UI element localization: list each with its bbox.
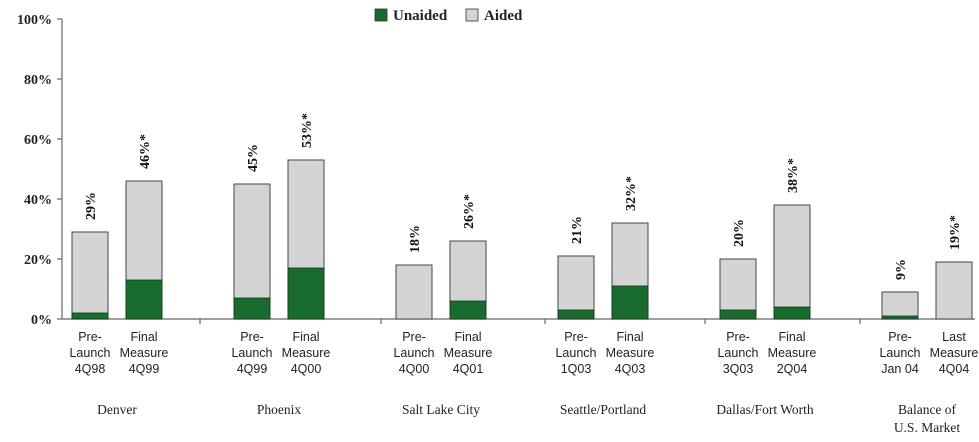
x-tick-label: Last [942,330,966,344]
group-label: Phoenix [257,402,302,417]
bar-total-label: 32%* [624,176,639,211]
bar-unaided [611,285,649,320]
y-tick-label: 40% [24,193,52,208]
group-label: Dallas/Fort Worth [716,402,814,417]
x-tick-label: Measure [768,346,817,360]
bar-aided [881,291,919,320]
x-tick-label: 4Q99 [129,362,160,376]
x-tick-label: Measure [282,346,331,360]
legend-swatch-unaided [374,8,388,22]
group-label: Denver [97,402,137,417]
y-tick-label: 0% [31,313,52,328]
x-tick-label: Launch [879,346,920,360]
x-tick-label: 4Q01 [453,362,484,376]
x-tick-label: Pre- [726,330,750,344]
bar-total-label: 29% [84,192,99,220]
bar-total-label: 46%* [138,134,153,169]
x-tick-label: Pre- [888,330,912,344]
bar-total-label: 20% [732,219,747,247]
bar-total-label: 18% [408,225,423,253]
y-tick-label: 100% [17,13,52,28]
bar-unaided [125,279,163,320]
group-label: U.S. Market [894,420,961,435]
bar-unaided [881,315,919,320]
bar-total-label: 53%* [300,113,315,148]
x-tick-label: 4Q04 [939,362,970,376]
x-tick-label: Measure [444,346,493,360]
x-tick-label: 4Q00 [291,362,322,376]
group-label: Seattle/Portland [560,402,646,417]
bar-aided [71,231,109,320]
y-axis: 0% 20% 40% 60% 80% 100% [17,13,975,328]
y-tick-label: 20% [24,253,52,268]
bar-unaided [287,267,325,320]
legend: Unaided Aided [374,8,523,24]
bar-aided [719,258,757,320]
bar-aided [395,264,433,320]
x-tick-label: 1Q03 [561,362,592,376]
x-tick-label: Final [616,330,643,344]
legend-label-aided: Aided [484,8,523,24]
bar-unaided [773,306,811,320]
bar-aided [557,255,595,320]
x-tick-label: Jan 04 [881,362,919,376]
bar-total-label: 19%* [948,215,963,250]
y-tick-label: 80% [24,73,52,88]
x-tick-label: Launch [393,346,434,360]
bar-total-label: 21% [570,216,585,244]
x-tick-label: Launch [231,346,272,360]
bar-unaided [449,300,487,320]
bar-total-label: 26%* [462,194,477,229]
x-tick-label: Measure [930,346,979,360]
bar-total-label: 38%* [786,158,801,193]
group-label: Balance of [898,402,957,417]
x-tick-label: 4Q98 [75,362,106,376]
x-tick-label: Final [778,330,805,344]
bar-aided [935,261,973,320]
x-tick-label: 4Q03 [615,362,646,376]
x-tick-label: Launch [717,346,758,360]
bars: 29% 46%* 45% 53%* 18% 26%* 21% 32%* 20% 38%* 9% 19%… [71,113,973,320]
x-tick-label: Measure [120,346,169,360]
x-tick-label: Pre- [78,330,102,344]
x-tick-label: Measure [606,346,655,360]
bar-unaided [71,312,109,320]
bar-total-label: 45% [246,144,261,172]
x-tick-label: Final [292,330,319,344]
x-tick-label: 4Q99 [237,362,268,376]
x-axis-labels: Pre- Launch 4Q98 Final Measure 4Q99 Denver Pre-… [69,330,978,435]
x-tick-label: 3Q03 [723,362,754,376]
group-label: Salt Lake City [402,402,480,417]
x-tick-label: Launch [69,346,110,360]
x-tick-label: Final [454,330,481,344]
bar-unaided [233,297,271,320]
x-tick-label: Final [130,330,157,344]
bar-total-label: 9% [894,259,909,280]
x-tick-label: Pre- [564,330,588,344]
bar-aided [233,183,271,320]
bar-unaided [557,309,595,320]
x-tick-label: Pre- [402,330,426,344]
x-tick-label: Launch [555,346,596,360]
y-tick-label: 60% [24,133,52,148]
x-tick-label: 2Q04 [777,362,808,376]
bar-unaided [719,309,757,320]
bar-aided [773,204,811,320]
legend-swatch-aided [465,8,479,22]
x-tick-label: 4Q00 [399,362,430,376]
legend-label-unaided: Unaided [393,8,448,24]
x-tick-label: Pre- [240,330,264,344]
